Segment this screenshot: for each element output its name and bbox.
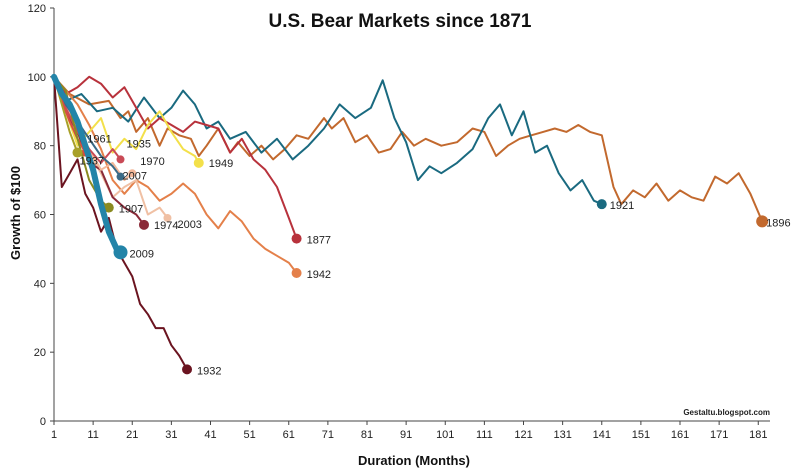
series-1877 <box>53 75 302 244</box>
y-tick-label: 80 <box>34 141 46 153</box>
series-end-label: 1896 <box>766 217 790 229</box>
x-tick-label: 71 <box>322 429 334 441</box>
series-layer <box>51 73 769 375</box>
x-tick-label: 31 <box>165 429 177 441</box>
series-end-dot-1921 <box>596 199 607 210</box>
series-line-1942 <box>53 75 298 274</box>
y-axis-title: Growth of $100 <box>8 166 23 260</box>
series-end-dot-1937 <box>72 147 83 158</box>
series-line-2007 <box>53 75 122 178</box>
series-end-dot-1907 <box>103 202 114 213</box>
x-tick-label: 121 <box>514 429 532 441</box>
series-end-label: 1877 <box>307 235 331 247</box>
series-end-dot-1932 <box>182 364 193 375</box>
x-tick-label: 111 <box>476 429 493 441</box>
y-tick-label: 120 <box>28 3 46 15</box>
series-2009 <box>51 73 128 260</box>
series-1942 <box>53 75 302 279</box>
x-tick-label: 51 <box>244 429 256 441</box>
series-end-label: 1949 <box>209 158 233 170</box>
series-end-dot-1896 <box>756 215 769 228</box>
x-tick-label: 41 <box>204 429 216 441</box>
series-2007 <box>53 75 125 181</box>
y-axis-ticks: 0 20 40 60 80 100 120 <box>28 3 54 428</box>
series-end-label: 1974 <box>154 220 178 232</box>
series-line-1877 <box>53 75 298 240</box>
series-end-label: 1921 <box>610 200 634 212</box>
y-tick-label: 40 <box>34 278 46 290</box>
series-end-dot-1942 <box>291 268 302 279</box>
x-tick-label: 21 <box>126 429 138 441</box>
series-1896 <box>53 75 769 228</box>
x-tick-label: 81 <box>361 429 373 441</box>
series-line-2009 <box>51 73 124 256</box>
series-end-label: 1932 <box>197 365 221 377</box>
series-end-label: 2007 <box>123 171 147 183</box>
series-end-label: 1937 <box>79 156 103 168</box>
series-end-dot-1935 <box>116 155 125 164</box>
series-end-label: 2003 <box>177 219 201 231</box>
y-tick-label: 20 <box>34 347 46 359</box>
x-tick-label: 171 <box>710 429 728 441</box>
chart-title: U.S. Bear Markets since 1871 <box>269 11 532 32</box>
series-end-dot-2009 <box>113 245 128 260</box>
x-tick-label: 11 <box>87 429 98 441</box>
x-tick-label: 181 <box>749 429 767 441</box>
series-end-dot-1970 <box>128 169 137 178</box>
series-end-dot-1974 <box>138 219 149 230</box>
x-tick-label: 161 <box>671 429 689 441</box>
x-tick-label: 61 <box>283 429 295 441</box>
series-end-label: 1942 <box>307 269 331 281</box>
series-end-label: 1970 <box>140 156 164 168</box>
series-end-label: 2009 <box>130 248 154 260</box>
series-end-dot-2003 <box>163 213 172 222</box>
x-tick-label: 141 <box>593 429 611 441</box>
series-end-dot-1949 <box>193 157 204 168</box>
x-tick-label: 131 <box>553 429 571 441</box>
x-axis-ticks: 1 11 21 31 41 51 61 71 81 91 101 111 121 131 141 151 161… <box>51 421 767 441</box>
y-tick-label: 100 <box>28 72 46 84</box>
series-end-label: 1935 <box>127 138 151 150</box>
x-tick-label: 91 <box>400 429 412 441</box>
series-end-label: 1907 <box>119 204 143 216</box>
y-tick-label: 0 <box>40 416 46 428</box>
series-end-dot-2007 <box>116 172 125 181</box>
x-tick-label: 101 <box>436 429 454 441</box>
y-tick-label: 60 <box>34 210 46 222</box>
x-tick-label: 151 <box>632 429 650 441</box>
series-end-label: 1961 <box>87 134 111 146</box>
series-end-dot-1877 <box>291 233 302 244</box>
x-axis-title: Duration (Months) <box>358 453 470 468</box>
x-tick-label: 1 <box>51 429 57 441</box>
credit-text: Gestaltu.blogspot.com <box>683 408 770 417</box>
